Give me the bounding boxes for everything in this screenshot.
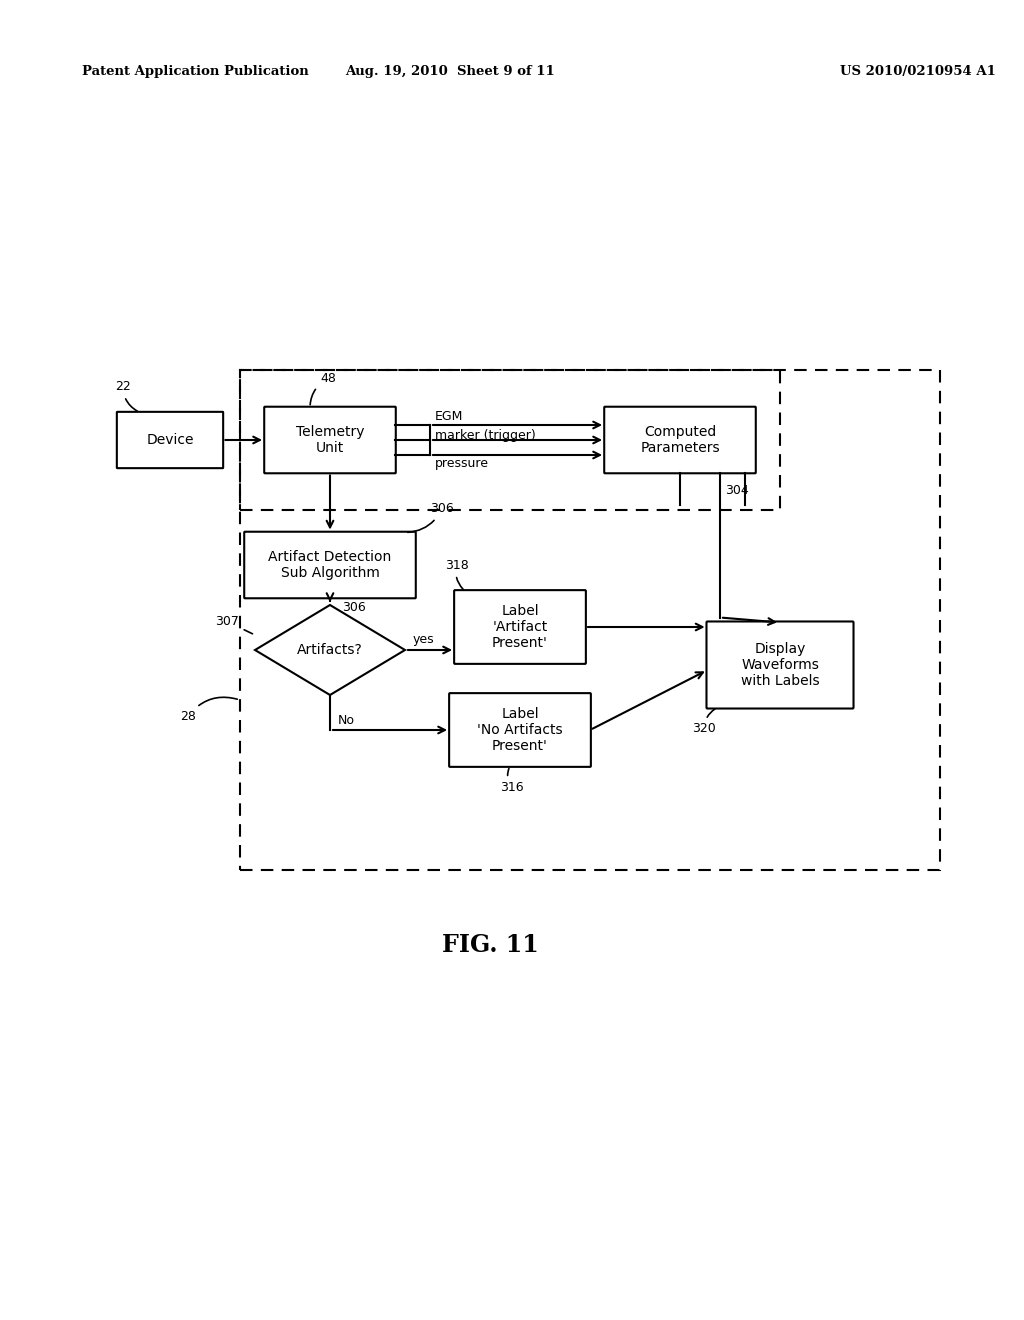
FancyBboxPatch shape (264, 407, 396, 474)
Bar (240, 370, 780, 510)
Text: US 2010/0210954 A1: US 2010/0210954 A1 (840, 66, 996, 78)
Text: marker (trigger): marker (trigger) (435, 429, 536, 442)
Text: Display
Waveforms
with Labels: Display Waveforms with Labels (740, 642, 819, 688)
Text: 48: 48 (310, 372, 336, 405)
FancyBboxPatch shape (450, 693, 591, 767)
Text: 318: 318 (445, 558, 469, 589)
Text: 28: 28 (180, 697, 238, 723)
FancyBboxPatch shape (244, 532, 416, 598)
Text: No: No (338, 714, 355, 726)
Text: Label
'No Artifacts
Present': Label 'No Artifacts Present' (477, 706, 563, 754)
Text: Label
'Artifact
Present': Label 'Artifact Present' (493, 603, 548, 651)
Text: FIG. 11: FIG. 11 (441, 933, 539, 957)
FancyBboxPatch shape (117, 412, 223, 469)
Text: Aug. 19, 2010  Sheet 9 of 11: Aug. 19, 2010 Sheet 9 of 11 (345, 66, 555, 78)
FancyBboxPatch shape (604, 407, 756, 474)
Text: Artifact Detection
Sub Algorithm: Artifact Detection Sub Algorithm (268, 550, 391, 579)
Text: EGM: EGM (435, 411, 464, 424)
Text: Artifacts?: Artifacts? (297, 643, 362, 657)
Text: 22: 22 (115, 380, 137, 412)
Text: Computed
Parameters: Computed Parameters (640, 425, 720, 455)
Text: 307: 307 (215, 615, 253, 634)
Text: Telemetry
Unit: Telemetry Unit (296, 425, 365, 455)
Text: 304: 304 (725, 483, 749, 496)
Polygon shape (255, 605, 406, 696)
FancyBboxPatch shape (707, 622, 854, 709)
Text: 306: 306 (408, 503, 454, 532)
Text: Patent Application Publication: Patent Application Publication (82, 66, 309, 78)
Text: yes: yes (413, 634, 434, 647)
Text: 306: 306 (342, 601, 366, 614)
Bar (240, 370, 940, 870)
Text: Device: Device (146, 433, 194, 447)
Text: pressure: pressure (435, 457, 489, 470)
Text: 316: 316 (500, 768, 523, 795)
Text: 320: 320 (692, 709, 716, 735)
FancyBboxPatch shape (454, 590, 586, 664)
